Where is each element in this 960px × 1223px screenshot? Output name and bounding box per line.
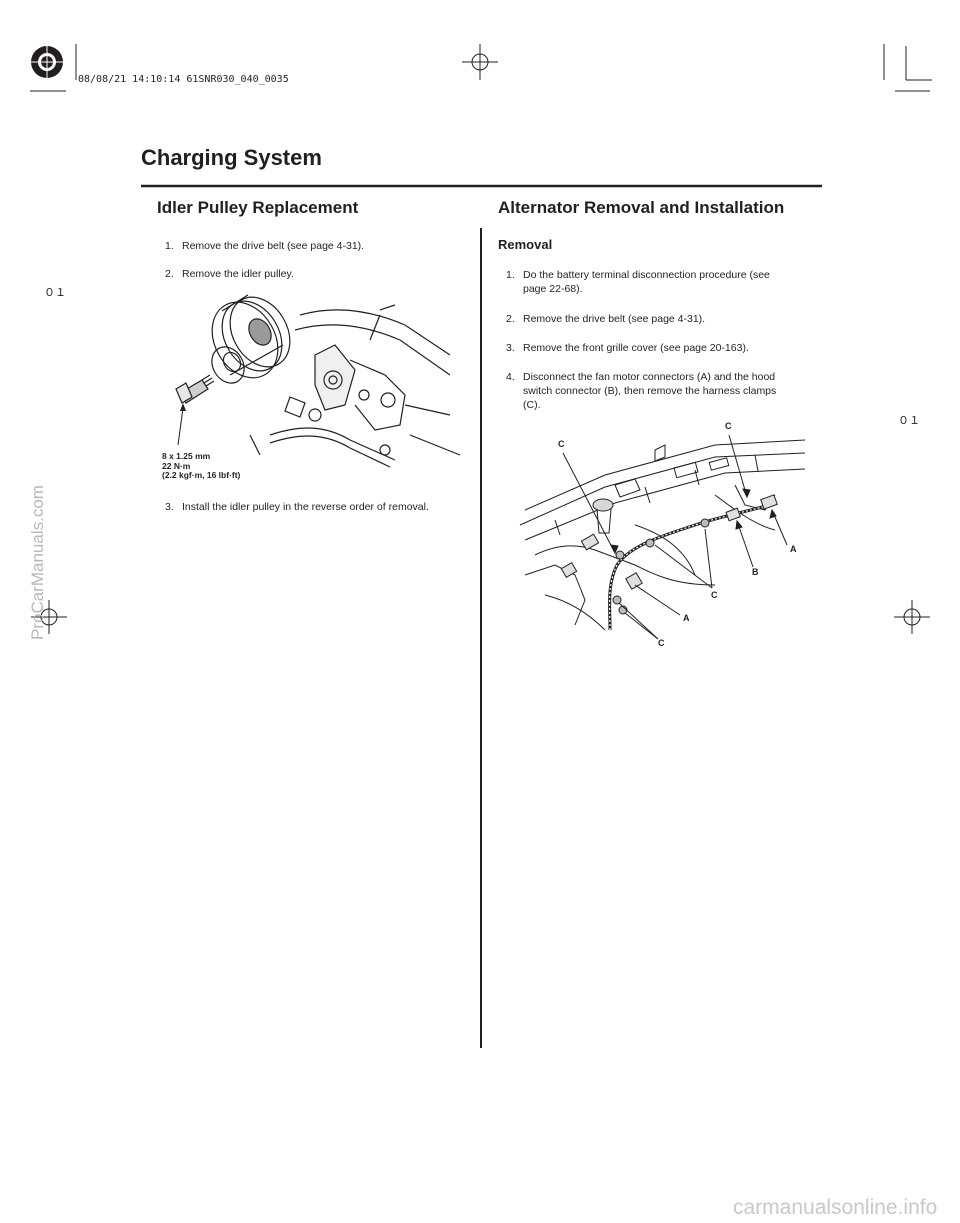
callout-b: B [752,567,759,577]
step-number: 3. [506,342,515,354]
page-title: Charging System [141,145,322,170]
idler-pulley-icon [211,294,291,379]
callout-a-1: A [790,544,797,554]
step-number: 1. [165,240,174,252]
left-step-1: 1. Remove the drive belt (see page 4-31)… [165,239,465,253]
step-number: 4. [506,371,515,383]
left-step-2: 2. Remove the idler pulley. [165,267,465,281]
torque-spec: 8 x 1.25 mm 22 N·m (2.2 kgf·m, 16 lbf·ft… [162,451,241,481]
left-step-3: 3. Install the idler pulley in the rever… [165,500,440,514]
torque-imperial: (2.2 kgf·m, 16 lbf·ft) [162,470,241,480]
idler-pulley-illustration [175,294,461,468]
print-stamp: 08/08/21 14:10:14 61SNR030_040_0035 [78,74,289,85]
bottom-watermark: carmanualsonline.info [733,1196,938,1219]
bolt-size: 8 x 1.25 mm [162,451,211,461]
right-step-2: 2. Remove the drive belt (see page 4-31)… [506,312,796,326]
registration-target-icon [25,40,69,84]
step-number: 1. [506,269,515,281]
step-number: 2. [506,313,515,325]
step-text: Remove the drive belt (see page 4-31). [182,240,365,252]
callout-a-2: A [683,613,690,623]
torque-nm: 22 N·m [162,460,191,471]
callout-c-3: C [711,590,718,600]
right-step-4: 4. Disconnect the fan motor connectors (… [506,370,796,412]
right-step-1: 1. Do the battery terminal disconnection… [506,268,796,296]
right-margin-mark: ０１ [898,414,920,427]
callout-c-4: C [658,638,665,648]
right-step-3: 3. Remove the front grille cover (see pa… [506,341,796,355]
removal-subheading: Removal [498,237,553,252]
right-section-heading: Alternator Removal and Installation [498,198,785,217]
step-text: Remove the front grille cover (see page … [523,342,749,354]
left-margin-mark: ０１ [44,286,66,299]
callout-c-2: C [725,421,732,431]
step-number: 2. [165,268,174,280]
step-text: Disconnect the fan motor connectors (A) … [523,371,777,411]
washer-icon [211,346,245,384]
callout-c-1: C [558,439,565,449]
harness-illustration [519,434,806,640]
step-text: Remove the drive belt (see page 4-31). [523,313,706,325]
bolt-icon [175,374,215,404]
left-section-heading: Idler Pulley Replacement [157,198,359,217]
side-watermark: ProCarManuals.com [28,485,47,640]
step-text: Do the battery terminal disconnection pr… [523,269,770,295]
step-number: 3. [165,501,174,513]
step-text: Remove the idler pulley. [182,268,294,280]
step-text: Install the idler pulley in the reverse … [182,501,429,513]
